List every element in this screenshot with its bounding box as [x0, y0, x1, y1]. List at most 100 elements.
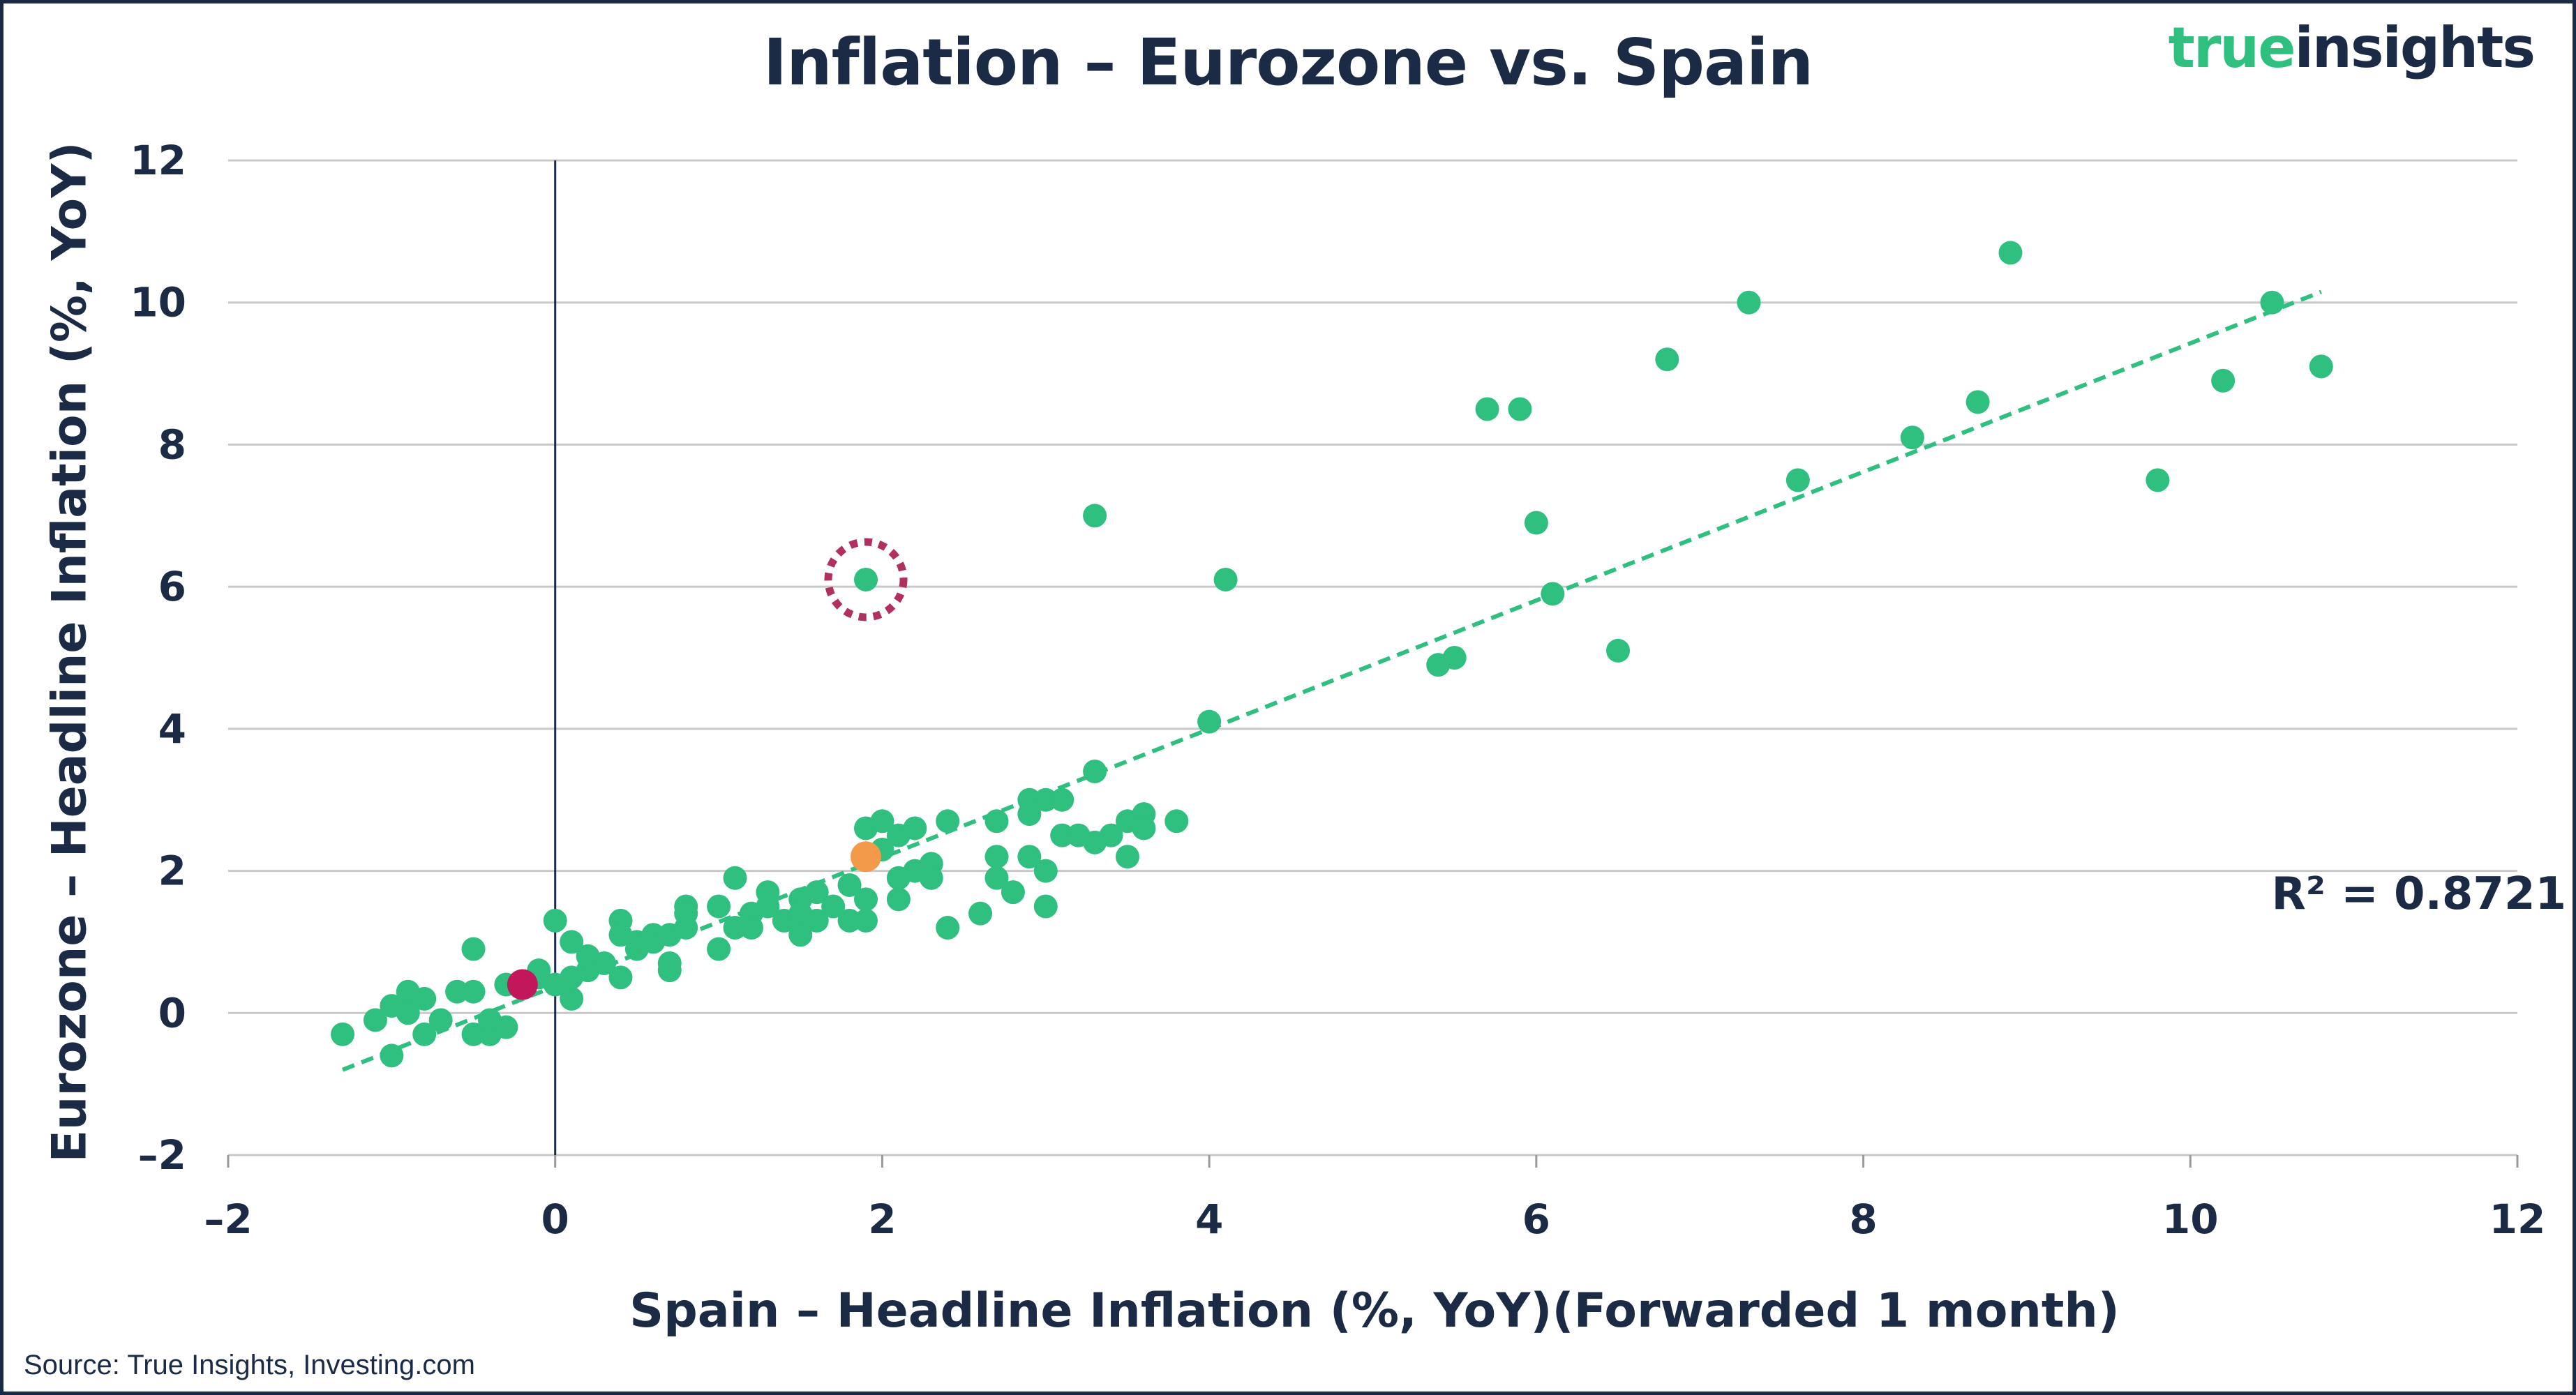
logo-word-true: true: [2168, 15, 2296, 80]
scatter-point: [657, 951, 682, 975]
scatter-point: [1524, 511, 1548, 535]
scatter-point: [1213, 567, 1238, 591]
scatter-point: [1965, 390, 1990, 414]
scatter-point: [821, 894, 846, 919]
scatter-point: [494, 1015, 518, 1039]
scatter-point: [461, 1022, 486, 1046]
scatter-point: [1655, 347, 1679, 372]
scatter-point: [1115, 845, 1139, 869]
highlight-point: [850, 841, 881, 873]
logo-word-insights: insights: [2294, 15, 2536, 80]
source-note: Source: True Insights, Investing.com: [24, 1350, 475, 1380]
r-squared-annotation: R² = 0.8721: [2271, 868, 2566, 920]
y-tick-label: –2: [138, 1131, 186, 1179]
scatter-point: [1033, 787, 1058, 812]
y-tick-label: 4: [158, 705, 186, 753]
scatter-point: [592, 951, 617, 975]
scatter-point: [707, 894, 731, 919]
brand-logo: trueinsights: [2168, 15, 2536, 80]
scatter-point: [1132, 816, 1156, 840]
scatter-point: [723, 866, 747, 890]
scatter-point: [739, 916, 763, 940]
scatter-point: [674, 901, 698, 926]
scatter-point: [445, 979, 470, 1004]
scatter-point: [1785, 468, 1810, 492]
scatter-point: [461, 937, 486, 961]
scatter-point: [543, 908, 567, 933]
y-tick-label: 10: [130, 279, 186, 326]
scatter-point: [2260, 290, 2284, 315]
scatter-point: [837, 908, 862, 933]
scatter-point: [1083, 759, 1107, 783]
scatter-point: [837, 873, 862, 897]
scatter-point: [870, 809, 894, 834]
scatter-point: [1033, 894, 1058, 919]
tick-labels: –2 0 2 4 6 8 10 12 –2 0 2 4 6 8 10 12: [130, 137, 2545, 1243]
x-axis-label: Spain – Headline Inflation (%, YoY)(Forw…: [629, 1283, 2120, 1339]
scatter-point: [396, 1001, 420, 1025]
y-tick-label: 8: [158, 421, 186, 468]
scatter-point: [1001, 880, 1025, 905]
y-tick-label: 2: [158, 847, 186, 895]
scatter-point: [1541, 582, 1565, 606]
scatter-point: [984, 866, 1009, 890]
scatter-point: [1017, 802, 1042, 827]
scatter-point: [853, 567, 878, 591]
scatter-point: [1197, 709, 1222, 734]
scatter-point: [1083, 504, 1107, 528]
scatter-point: [1737, 290, 1761, 315]
scatter-point: [461, 979, 486, 1004]
scatter-point: [853, 887, 878, 912]
y-tick-label: 0: [158, 989, 186, 1036]
scatter-point: [886, 887, 911, 912]
scatter-point: [2309, 354, 2333, 379]
x-tick-label: –2: [204, 1196, 252, 1243]
x-tick-label: 6: [1522, 1196, 1550, 1243]
scatter-point: [608, 965, 633, 990]
scatter-point: [707, 937, 731, 961]
scatter-point: [380, 1043, 404, 1068]
scatter-point: [936, 916, 960, 940]
scatter-point: [756, 880, 780, 905]
scatter-point: [560, 930, 584, 954]
scatter-point: [363, 1008, 387, 1032]
scatter-point: [804, 908, 829, 933]
axes: [227, 160, 2519, 1168]
gridlines: [228, 159, 2517, 1156]
scatter-point: [428, 1008, 453, 1032]
scatter-point: [1998, 241, 2023, 265]
x-tick-label: 0: [541, 1196, 569, 1243]
x-tick-label: 8: [1849, 1196, 1877, 1243]
scatter-point: [919, 866, 943, 890]
scatter-point: [788, 923, 813, 947]
y-axis-label: Eurozone – Headline Inflation (%, YoY): [42, 142, 98, 1163]
outlier-ring: [824, 538, 908, 621]
scatter-point: [2211, 368, 2236, 393]
scatter-point: [1099, 823, 1123, 847]
latest-point: [507, 969, 538, 1000]
scatter-point: [1033, 859, 1058, 883]
scatter-point: [2146, 468, 2170, 492]
scatter-point: [1475, 397, 1499, 421]
scatter-point: [1442, 646, 1467, 670]
chart-title: Inflation – Eurozone vs. Spain: [763, 25, 1813, 100]
scatter-point: [804, 880, 829, 905]
scatter-point: [1165, 809, 1189, 834]
scatter-point: [968, 901, 993, 926]
scatter-point: [641, 923, 666, 947]
scatter-point: [853, 908, 878, 933]
scatter-point: [723, 916, 747, 940]
data-points: [331, 241, 2333, 1068]
scatter-point: [412, 1022, 437, 1046]
y-tick-label: 6: [158, 563, 186, 610]
scatter-point: [1508, 397, 1532, 421]
scatter-point: [1606, 638, 1631, 663]
scatter-point: [903, 816, 927, 840]
scatter-point: [331, 1022, 355, 1046]
scatter-point: [1050, 823, 1074, 847]
scatter-point: [936, 809, 960, 834]
x-tick-label: 4: [1195, 1196, 1223, 1243]
scatter-point: [412, 986, 437, 1011]
x-tick-label: 10: [2162, 1196, 2219, 1243]
scatter-point: [984, 845, 1009, 869]
